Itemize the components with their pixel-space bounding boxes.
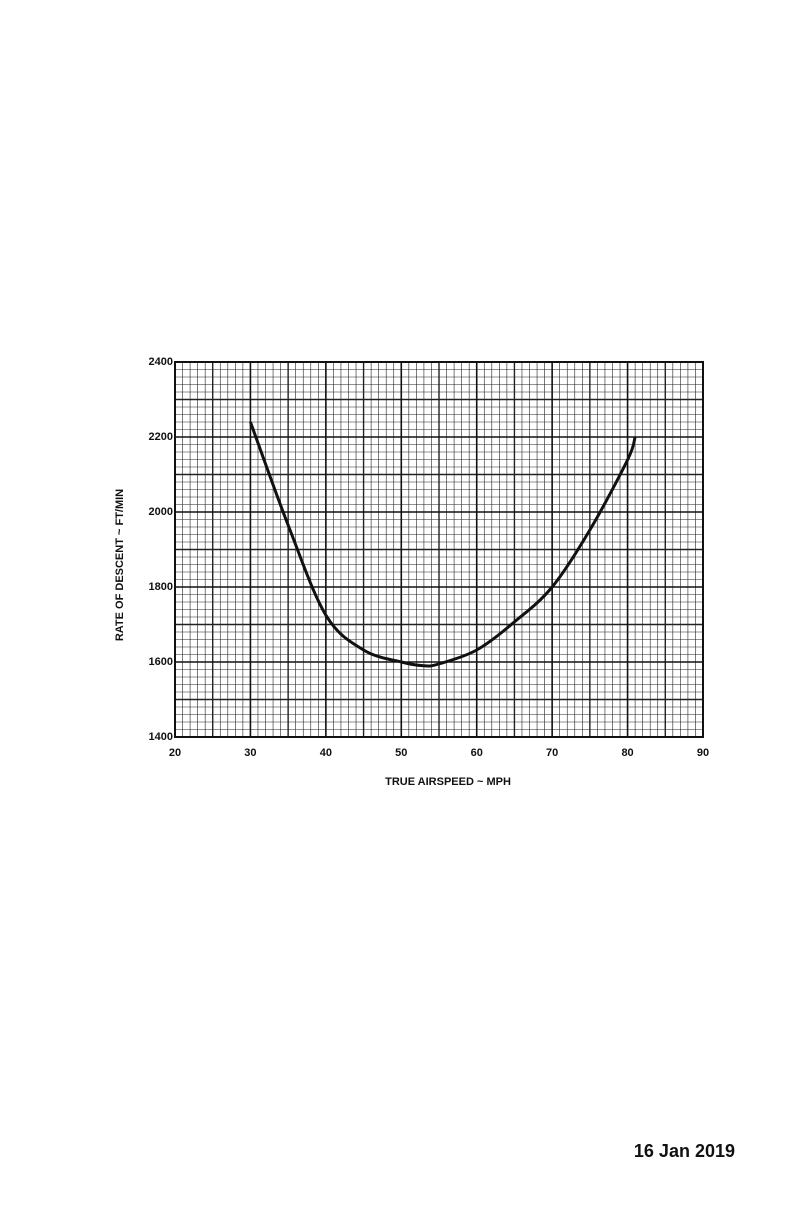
x-tick-label: 20	[169, 747, 181, 759]
y-tick-label: 1800	[149, 581, 173, 593]
y-tick-label: 1400	[149, 731, 173, 743]
x-axis-title: TRUE AIRSPEED ~ MPH	[385, 776, 511, 788]
plot-frame	[174, 361, 704, 738]
x-tick-label: 70	[546, 747, 558, 759]
y-tick-label: 2400	[149, 356, 173, 368]
y-axis-title: RATE OF DESCENT ~ FT/MIN	[114, 489, 126, 641]
x-tick-label: 90	[697, 747, 709, 759]
x-tick-label: 40	[320, 747, 332, 759]
y-tick-label: 2200	[149, 431, 173, 443]
data-line	[249, 421, 637, 668]
x-tick-label: 30	[244, 747, 256, 759]
footer-date: 16 Jan 2019	[634, 1141, 735, 1161]
x-tick-label: 60	[471, 747, 483, 759]
y-tick-label: 2000	[149, 506, 173, 518]
x-tick-label: 80	[621, 747, 633, 759]
x-tick-label: 50	[395, 747, 407, 759]
y-tick-label: 1600	[149, 656, 173, 668]
